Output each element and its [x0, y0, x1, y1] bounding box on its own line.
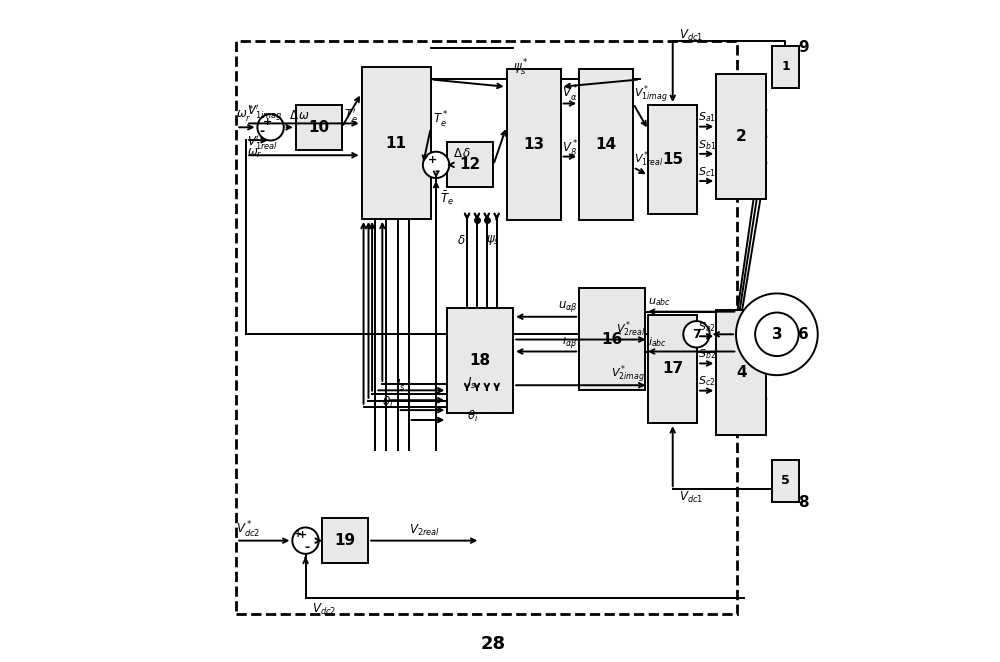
Text: 2: 2 [736, 129, 747, 144]
Bar [648, 105, 697, 214]
Text: $\psi_s$: $\psi_s$ [486, 233, 500, 247]
Text: $V_{2real}$: $V_{2real}$ [409, 522, 440, 538]
Bar [772, 46, 799, 89]
Text: $V_{dc2}^*$: $V_{dc2}^*$ [236, 520, 261, 540]
Text: +: + [428, 155, 437, 165]
Bar [447, 308, 513, 413]
Text: $T_e^*$: $T_e^*$ [433, 111, 449, 130]
Text: 9: 9 [798, 40, 809, 55]
Text: 14: 14 [596, 137, 617, 152]
Bar [579, 288, 645, 391]
Text: 17: 17 [662, 361, 683, 377]
Bar [362, 68, 431, 219]
Text: $\theta_i$: $\theta_i$ [467, 409, 478, 424]
Text: -: - [259, 125, 265, 138]
Text: $T_e'$: $T_e'$ [344, 107, 358, 124]
Text: $i_{\alpha\beta}$: $i_{\alpha\beta}$ [562, 332, 578, 351]
Text: 15: 15 [662, 152, 683, 167]
Text: $V_{dc2}$: $V_{dc2}$ [312, 602, 336, 618]
Text: 19: 19 [335, 533, 356, 548]
Text: $\psi_s^*$: $\psi_s^*$ [513, 58, 529, 77]
Text: 16: 16 [601, 332, 623, 347]
Text: 13: 13 [523, 137, 544, 152]
Text: $\omega_r^*$: $\omega_r^*$ [236, 105, 254, 126]
Circle shape [755, 312, 799, 356]
Text: 11: 11 [386, 136, 407, 151]
Bar [507, 69, 561, 220]
Text: $S_{a2}$: $S_{a2}$ [698, 320, 716, 334]
Text: $\delta$: $\delta$ [457, 234, 466, 246]
Text: $\bar{T}_e$: $\bar{T}_e$ [440, 189, 454, 207]
Text: 3: 3 [772, 327, 782, 342]
Text: $\Delta\,\omega$: $\Delta\,\omega$ [289, 109, 310, 122]
Text: $I_s$: $I_s$ [396, 377, 405, 393]
Text: $i_{abc}$: $i_{abc}$ [648, 335, 667, 348]
Text: $\theta_i$: $\theta_i$ [382, 395, 393, 410]
Circle shape [292, 528, 319, 554]
Text: $\Delta\,\delta$: $\Delta\,\delta$ [453, 146, 471, 160]
Text: +: + [263, 117, 272, 127]
Bar [579, 69, 633, 220]
Text: $V_\alpha^*$: $V_\alpha^*$ [562, 84, 578, 105]
Text: $S_{c1}$: $S_{c1}$ [698, 165, 715, 179]
Text: -: - [304, 541, 309, 553]
Text: $V_{1imag}^*$: $V_{1imag}^*$ [634, 83, 668, 105]
Bar [716, 74, 766, 199]
Text: $u_{abc}$: $u_{abc}$ [648, 296, 671, 308]
Circle shape [257, 114, 284, 140]
Circle shape [683, 321, 710, 348]
Text: $S_{b2}$: $S_{b2}$ [698, 348, 716, 361]
Text: 6: 6 [798, 327, 809, 342]
Text: 10: 10 [308, 120, 329, 135]
Text: -: - [435, 165, 440, 178]
Text: $V_{1real}^*$: $V_{1real}^*$ [634, 150, 664, 169]
Bar [716, 310, 766, 435]
Text: 12: 12 [460, 158, 481, 172]
Text: $S_{b1}$: $S_{b1}$ [698, 138, 716, 152]
Text: $S_{c2}$: $S_{c2}$ [698, 375, 715, 389]
Text: 7: 7 [692, 328, 701, 341]
Text: $V_{2imag}^*$: $V_{2imag}^*$ [611, 363, 645, 386]
Text: +: + [294, 529, 302, 539]
Text: 28: 28 [481, 635, 506, 653]
Text: 18: 18 [470, 353, 491, 368]
Text: $V_{dc1}$: $V_{dc1}$ [679, 490, 704, 504]
Text: +: + [298, 530, 307, 540]
Text: $V_{1imag}'$: $V_{1imag}'$ [247, 101, 282, 122]
Circle shape [423, 152, 449, 178]
Text: 4: 4 [736, 365, 747, 380]
Text: $V_{2real}^*$: $V_{2real}^*$ [616, 319, 645, 339]
Bar [447, 142, 493, 187]
Circle shape [736, 293, 818, 375]
Text: $u_{\alpha\beta}$: $u_{\alpha\beta}$ [558, 299, 578, 314]
Bar [322, 518, 368, 563]
Bar [772, 459, 799, 502]
Text: $I_s$: $I_s$ [467, 376, 477, 391]
Text: 8: 8 [798, 495, 809, 510]
Text: $S_{a1}$: $S_{a1}$ [698, 111, 716, 124]
Bar [648, 314, 697, 423]
Bar [296, 105, 342, 150]
Text: $V_\beta^*$: $V_\beta^*$ [562, 138, 578, 160]
Text: 1: 1 [781, 60, 790, 73]
Text: $V_{dc1}$: $V_{dc1}$ [679, 28, 704, 43]
Text: $V_{1real}'$: $V_{1real}'$ [247, 134, 278, 152]
Bar [236, 41, 737, 614]
Text: 5: 5 [781, 475, 790, 487]
Text: $\omega_r$: $\omega_r$ [247, 147, 263, 160]
